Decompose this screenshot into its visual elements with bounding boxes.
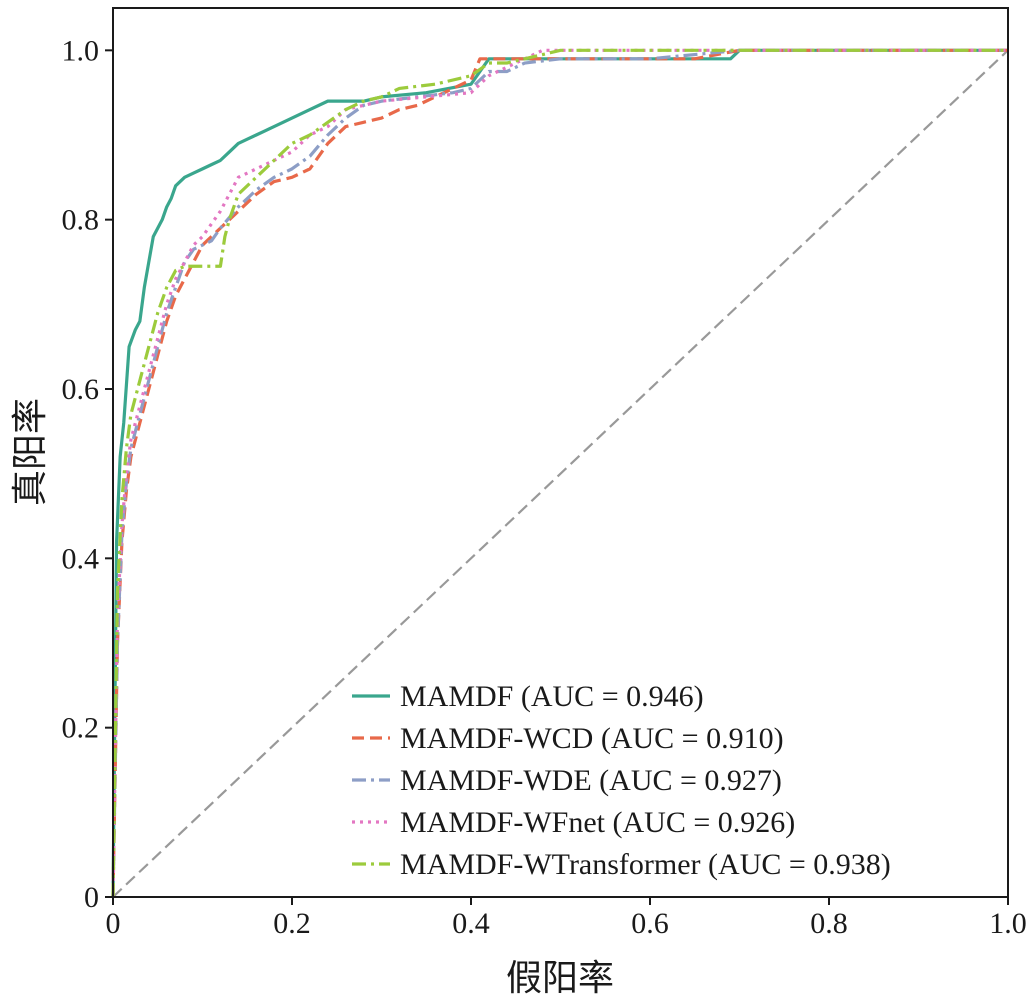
y-tick-label: 0 [84,881,99,914]
x-tick-label: 0.8 [810,907,848,940]
plot-lines [111,48,1009,898]
x-tick-label: 0.6 [631,907,669,940]
x-tick-label: 0.2 [273,907,311,940]
y-tick-label: 0.4 [62,542,100,575]
y-axis-label: 真阳率 [10,398,50,506]
series-line-3 [111,48,1008,898]
y-tick-label: 0.8 [62,204,100,237]
series-line-4 [111,48,1008,898]
legend-label-2: MAMDF-WDE (AUC = 0.927) [400,764,782,797]
x-tick-label: 1.0 [989,907,1027,940]
y-tick-label: 1.0 [62,34,100,67]
legend-label-3: MAMDF-WFnet (AUC = 0.926) [400,806,795,839]
x-tick-label: 0 [106,907,121,940]
x-axis: 0 0.2 0.4 0.6 0.8 1.0 [106,897,1027,940]
legend-label-1: MAMDF-WCD (AUC = 0.910) [400,722,784,755]
legend: MAMDF (AUC = 0.946) MAMDF-WCD (AUC = 0.91… [352,680,891,881]
legend-label-4: MAMDF-WTransformer (AUC = 0.938) [400,848,891,881]
y-tick-label: 0.2 [62,712,100,745]
series-line-1 [111,48,1008,898]
plot-frame [112,7,1009,898]
y-axis: 0 0.2 0.4 0.6 0.8 1.0 [62,34,113,914]
legend-label-0: MAMDF (AUC = 0.946) [400,680,704,713]
y-tick-label: 0.6 [62,373,100,406]
x-tick-label: 0.4 [452,907,490,940]
reference-diagonal-line [112,49,1009,898]
x-axis-label: 假阳率 [506,958,614,996]
